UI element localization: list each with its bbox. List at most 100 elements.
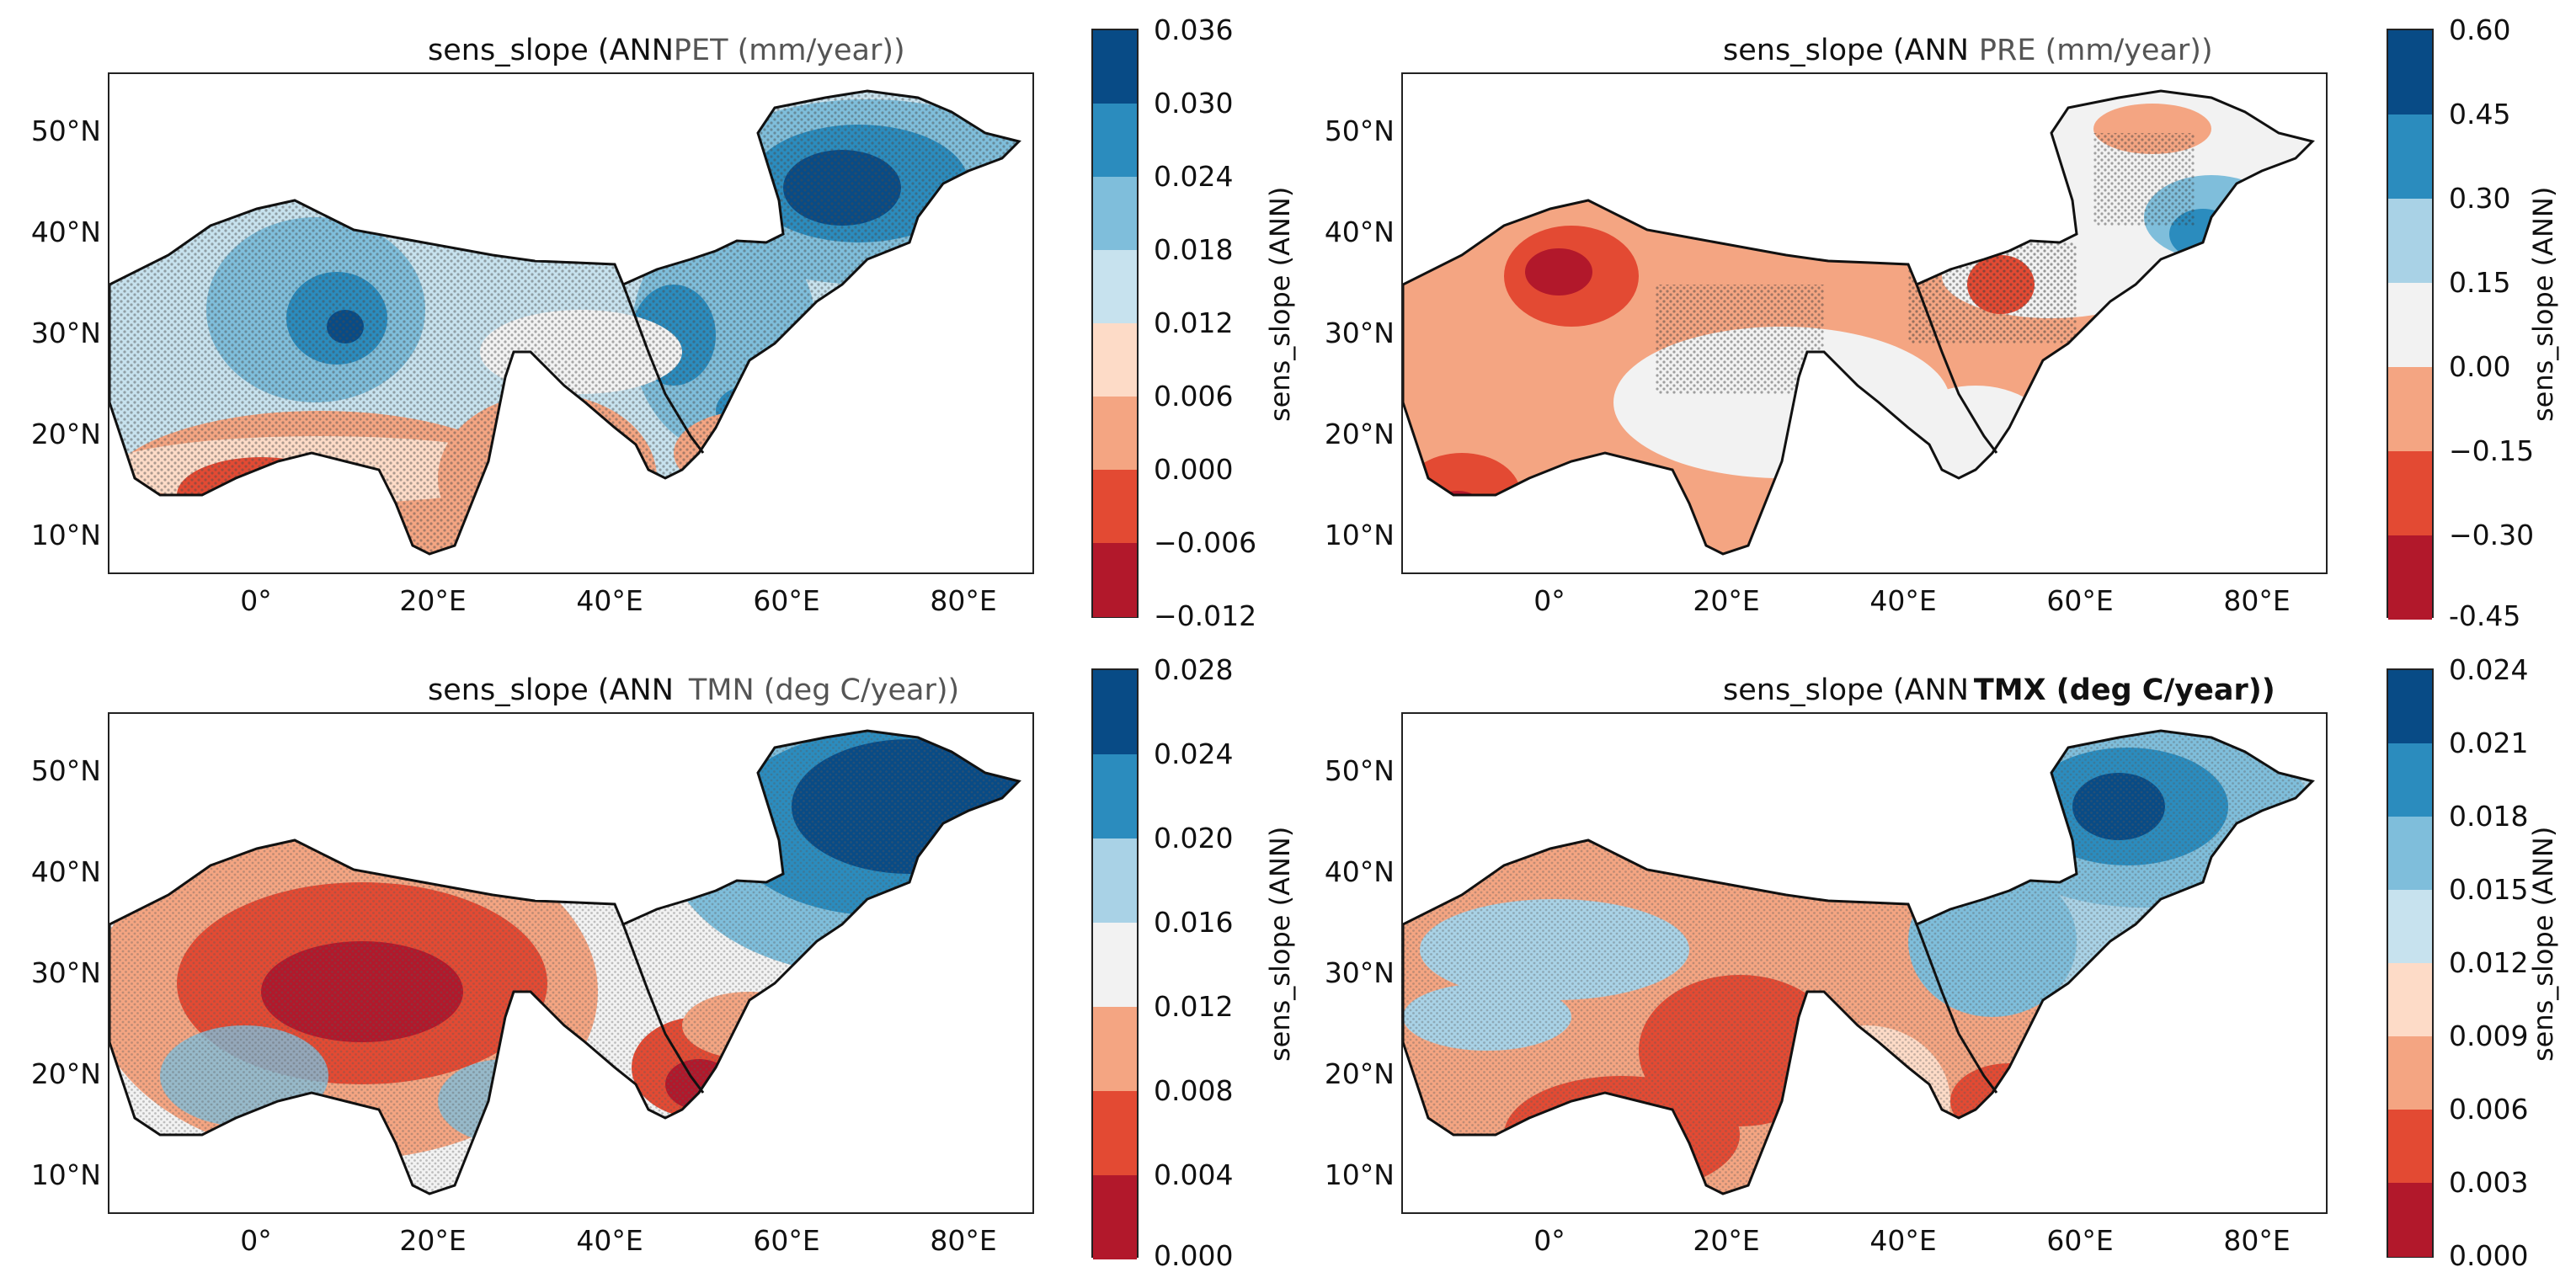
colorbar-segment bbox=[1093, 1007, 1137, 1092]
colorbar-tick: −0.012 bbox=[1154, 599, 1257, 632]
y-tick-label: 30°N bbox=[1324, 317, 1395, 349]
colorbar-tick: 0.024 bbox=[1154, 160, 1234, 193]
y-tick-label: 10°N bbox=[30, 1158, 101, 1191]
x-tick-label: 80°E bbox=[930, 1224, 997, 1257]
map-svg bbox=[109, 729, 1021, 1195]
colorbar-tick: 0.012 bbox=[1154, 306, 1234, 339]
colorbar-tick: -0.45 bbox=[2449, 599, 2521, 632]
x-tick-label: 20°E bbox=[1693, 584, 1760, 617]
y-tick-label: 40°N bbox=[30, 855, 101, 888]
colorbar-segment bbox=[1093, 30, 1137, 104]
colorbar-tick: 0.036 bbox=[1154, 13, 1234, 46]
y-tick-label: 10°N bbox=[1324, 519, 1395, 551]
colorbar-tick: 0.000 bbox=[1154, 453, 1234, 486]
colorbar-segment bbox=[2388, 283, 2432, 368]
x-tick-label: 80°E bbox=[2223, 584, 2291, 617]
colorbar-segment bbox=[1093, 397, 1137, 471]
colorbar-segment bbox=[1093, 177, 1137, 251]
panel-title: sens_slope (ANN TMX (deg C/year)) bbox=[1723, 673, 2275, 707]
map-svg bbox=[109, 89, 1021, 556]
x-tick-label: 40°E bbox=[1869, 1224, 1937, 1257]
colorbar-tick: −0.30 bbox=[2449, 519, 2535, 551]
x-tick-label: 0° bbox=[1533, 584, 1565, 617]
y-tick-label: 10°N bbox=[30, 519, 101, 551]
colorbar bbox=[1091, 668, 1139, 1259]
colorbar-tick: 0.45 bbox=[2449, 98, 2511, 130]
y-tick-label: 30°N bbox=[30, 956, 101, 989]
colorbar-tick: 0.012 bbox=[2449, 946, 2529, 979]
colorbar-label: sens_slope (ANN) bbox=[1264, 186, 1296, 422]
colorbar-segment bbox=[2388, 743, 2432, 817]
map-plot bbox=[108, 72, 1034, 574]
colorbar-segment bbox=[1093, 470, 1137, 544]
colorbar-tick: 0.000 bbox=[1154, 1239, 1234, 1272]
x-tick-label: 60°E bbox=[2046, 584, 2114, 617]
colorbar-segment bbox=[2388, 367, 2432, 452]
colorbar-segment bbox=[2388, 1183, 2432, 1257]
y-tick-label: 30°N bbox=[30, 317, 101, 349]
map-plot bbox=[108, 712, 1034, 1214]
y-tick-label: 20°N bbox=[30, 418, 101, 450]
x-tick-label: 0° bbox=[1533, 1224, 1565, 1257]
y-tick-label: 50°N bbox=[1324, 754, 1395, 787]
colorbar-label: sens_slope (ANN) bbox=[2527, 826, 2559, 1062]
map-plot bbox=[1401, 712, 2328, 1214]
colorbar-tick: 0.30 bbox=[2449, 182, 2511, 215]
colorbar-tick: 0.018 bbox=[1154, 233, 1234, 266]
colorbar-segment bbox=[2388, 451, 2432, 536]
colorbar-segment bbox=[1093, 838, 1137, 924]
colorbar-tick: 0.024 bbox=[2449, 653, 2529, 686]
x-tick-label: 20°E bbox=[399, 584, 467, 617]
x-tick-label: 20°E bbox=[1693, 1224, 1760, 1257]
colorbar-segment bbox=[2388, 114, 2432, 200]
colorbar-segment bbox=[1093, 543, 1137, 617]
map-svg bbox=[1403, 729, 2315, 1195]
y-tick-label: 40°N bbox=[1324, 855, 1395, 888]
y-tick-label: 20°N bbox=[1324, 1057, 1395, 1090]
colorbar-tick: 0.008 bbox=[1154, 1074, 1234, 1107]
colorbar-segment bbox=[1093, 323, 1137, 397]
colorbar-tick: 0.006 bbox=[1154, 380, 1234, 413]
colorbar-segment bbox=[1093, 670, 1137, 755]
colorbar bbox=[2387, 29, 2434, 620]
colorbar-tick: 0.018 bbox=[2449, 800, 2529, 833]
variable-name: TMX (deg C/year)) bbox=[1973, 673, 2275, 707]
colorbar-tick: 0.15 bbox=[2449, 266, 2511, 299]
x-tick-label: 60°E bbox=[2046, 1224, 2114, 1257]
colorbar-segment bbox=[1093, 923, 1137, 1008]
colorbar-segment bbox=[2388, 199, 2432, 284]
colorbar-segment bbox=[2388, 817, 2432, 891]
colorbar-tick: 0.024 bbox=[1154, 737, 1234, 770]
colorbar-tick: 0.000 bbox=[2449, 1239, 2529, 1272]
colorbar bbox=[1091, 29, 1139, 618]
x-tick-label: 0° bbox=[240, 584, 272, 617]
x-tick-label: 80°E bbox=[930, 584, 997, 617]
colorbar bbox=[2387, 668, 2434, 1258]
colorbar-tick: 0.016 bbox=[1154, 906, 1234, 939]
colorbar-segment bbox=[2388, 670, 2432, 744]
colorbar-segment bbox=[2388, 30, 2432, 115]
x-tick-label: 80°E bbox=[2223, 1224, 2291, 1257]
x-tick-label: 40°E bbox=[576, 1224, 643, 1257]
panel-title: sens_slope (ANNPET (mm/year)) bbox=[428, 34, 905, 67]
x-tick-label: 40°E bbox=[1869, 584, 1937, 617]
x-tick-label: 60°E bbox=[753, 584, 820, 617]
colorbar-segment bbox=[2388, 535, 2432, 620]
colorbar-tick: −0.006 bbox=[1154, 526, 1257, 559]
colorbar-label: sens_slope (ANN) bbox=[1264, 826, 1296, 1062]
colorbar-tick: 0.006 bbox=[2449, 1093, 2529, 1126]
colorbar-segment bbox=[1093, 1091, 1137, 1176]
variable-name: TMN (deg C/year)) bbox=[688, 673, 960, 707]
colorbar-tick: 0.028 bbox=[1154, 653, 1234, 686]
y-tick-label: 50°N bbox=[1324, 114, 1395, 147]
panel-title: sens_slope (ANN TMN (deg C/year)) bbox=[428, 673, 960, 707]
x-tick-label: 0° bbox=[240, 1224, 272, 1257]
colorbar-segment bbox=[2388, 1110, 2432, 1184]
colorbar-segment bbox=[2388, 890, 2432, 964]
x-tick-label: 20°E bbox=[399, 1224, 467, 1257]
map-plot bbox=[1401, 72, 2328, 574]
y-tick-label: 40°N bbox=[1324, 216, 1395, 248]
colorbar-tick: 0.021 bbox=[2449, 727, 2529, 759]
y-tick-label: 30°N bbox=[1324, 956, 1395, 989]
colorbar-tick: 0.015 bbox=[2449, 873, 2529, 906]
